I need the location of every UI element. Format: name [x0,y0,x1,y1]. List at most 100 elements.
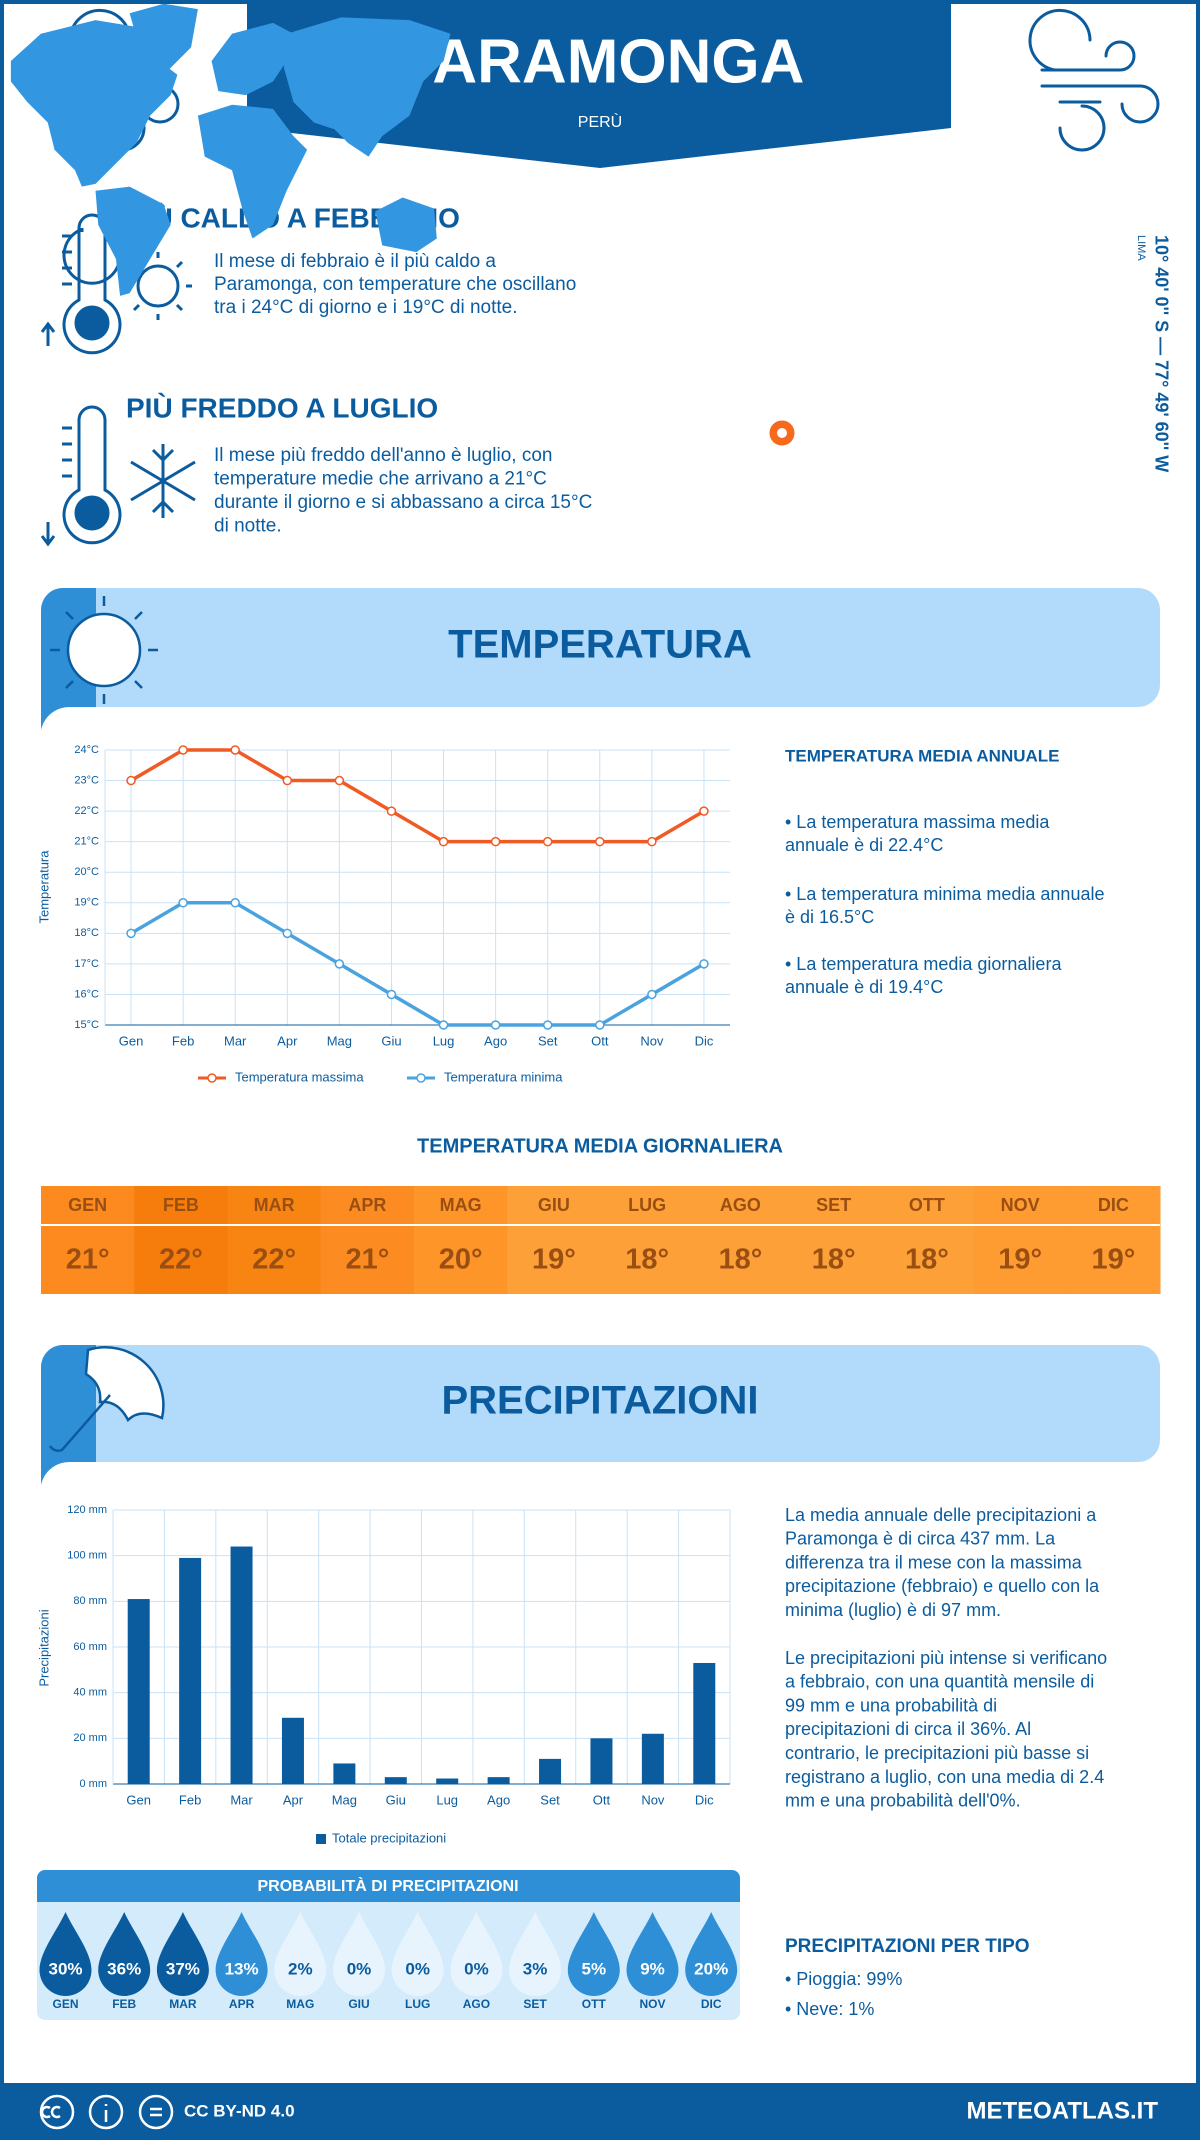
paragraph-line: durante il giorno e si abbassano a circa… [214,492,592,513]
paragraph-line: minima (luglio) è di 97 mm. [785,1600,1001,1620]
table-cell [227,1186,322,1294]
month-header: OTT [909,1195,945,1215]
y-tick-label: 22°C [74,805,99,817]
x-tick-label: Feb [172,1033,194,1048]
y-tick-label: 20 mm [73,1732,107,1744]
daily-value: 19° [998,1244,1042,1276]
probability-value: 37% [166,1959,200,1978]
bar [590,1738,613,1784]
probability-month: MAG [286,1997,314,2011]
table-cell [41,1186,135,1294]
x-tick-label: Gen [119,1033,144,1048]
daily-value: 18° [718,1244,762,1276]
x-tick-label: Lug [433,1033,455,1048]
sun-icon [50,596,158,704]
paragraph-line: La media annuale delle precipitazioni a [785,1505,1097,1525]
x-tick-label: Set [540,1792,560,1807]
legend-label: Temperatura massima [235,1069,364,1084]
probability-value: 0% [347,1959,372,1978]
point [282,928,293,939]
probability-value: 36% [107,1959,141,1978]
x-tick-label: Mar [224,1033,247,1048]
table-cell [1066,1186,1161,1294]
y-tick-label: 20°C [74,866,99,878]
point [490,836,501,847]
paragraph-line: mm e una probabilità dell'0%. [785,1791,1021,1811]
drop [98,1912,151,1997]
type-item: • Pioggia: 99% [785,1969,902,1989]
bullet-line: • La temperatura minima media annuale [785,884,1104,904]
y-tick-label: 21°C [74,836,99,848]
daily-value: 22° [252,1244,296,1276]
probability-month: SET [523,1997,547,2011]
y-tick-label: 18°C [74,927,99,939]
y-tick-label: 23°C [74,774,99,786]
y-tick-label: 19°C [74,897,99,909]
month-header: FEB [163,1195,199,1215]
x-tick-label: Nov [641,1792,665,1807]
bullet-line: • La temperatura massima media [785,812,1050,832]
precipitation-chart: 0 mm 20 mm 40 mm 60 mm 80 mm 100 mm 120 mm Gen F… [36,1504,731,1845]
types-list: • Pioggia: 99% • Neve: 1% [785,1969,902,2019]
coldest-text: Il mese più freddo dell'anno è luglio, c… [214,445,592,537]
drop [156,1912,209,1997]
month-header: NOV [1001,1195,1040,1215]
x-tick-label: Mag [332,1792,357,1807]
x-tick-label: Giu [381,1033,401,1048]
x-tick-label: Ago [487,1792,510,1807]
x-tick-label: Ott [591,1033,609,1048]
precipitation-text: La media annuale delle precipitazioni a P… [785,1505,1107,1811]
legend-marker [207,1073,217,1083]
legend-label: Temperatura minima [444,1069,563,1084]
bar [641,1733,664,1784]
point [647,989,657,1000]
daily-value: 21° [66,1244,110,1276]
probability-month: GIU [348,1997,369,2011]
daily-title: TEMPERATURA MEDIA GIORNALIERA [417,1135,783,1157]
probability-month: GEN [52,1997,78,2011]
x-tick-label: Dic [695,1792,714,1807]
bar [230,1546,253,1784]
x-tick-label: Mag [327,1033,352,1048]
y-tick-label: 24°C [74,744,99,756]
daily-value: 18° [625,1244,669,1276]
y-axis-label: Temperatura [36,850,51,924]
wind-icon [1028,8,1160,152]
drop [274,1912,327,1997]
table-cell [973,1186,1068,1294]
y-tick-label: 40 mm [73,1687,107,1699]
probability-month: NOV [639,1997,665,2011]
point [699,806,709,816]
y-tick-label: 60 mm [73,1641,107,1653]
point [438,836,449,847]
license-icons [39,2094,174,2130]
paragraph-line: di notte. [214,516,282,537]
probability-value: 9% [640,1959,665,1978]
country: PERÙ [578,112,622,131]
x-tick-label: Gen [126,1792,151,1807]
month-header: APR [348,1195,386,1215]
y-tick-label: 120 mm [67,1504,107,1516]
hottest-text: Il mese di febbraio è il più caldo aPara… [214,251,576,318]
point [542,836,553,847]
bar [281,1717,304,1784]
month-header: MAR [254,1195,295,1215]
month-header: LUG [628,1195,666,1215]
month-header: GEN [68,1195,107,1215]
bar [693,1662,716,1784]
bar [436,1778,459,1784]
table-cell [507,1186,601,1294]
probability-month: APR [229,1997,255,2011]
bullet-line: annuale è di 19.4°C [785,977,943,997]
y-tick-label: 0 mm [80,1778,108,1790]
y-tick-label: 15°C [74,1019,99,1031]
annual-title: TEMPERATURA MEDIA ANNUALE [785,746,1060,765]
table-cell [880,1186,974,1294]
nearest-city: LIMA [1135,235,1147,261]
bullet-line: • La temperatura media giornaliera [785,954,1062,974]
cold-icon [40,405,196,547]
bullet-line: annuale è di 22.4°C [785,835,943,855]
probability-month: LUG [405,1997,430,2011]
probability-value: 5% [582,1959,607,1978]
table-cell [320,1186,415,1294]
